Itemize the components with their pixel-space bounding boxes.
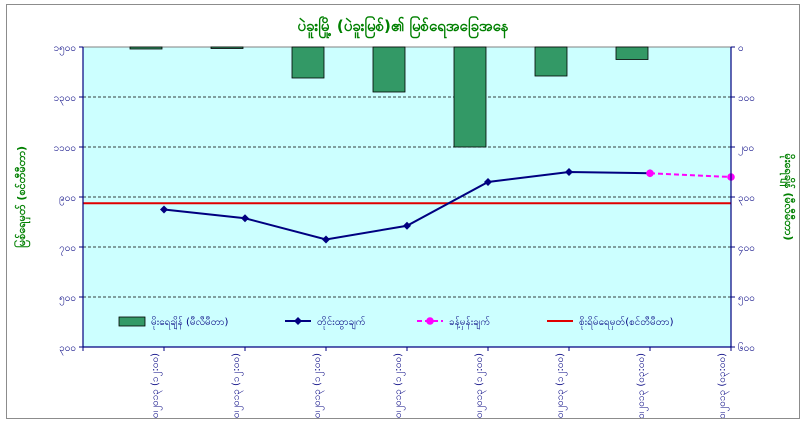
- y-right-tick-label: ၅၀၀: [738, 293, 755, 306]
- x-tick-label: ၄၊၁၀၊၂၀၁၃ (၁၂:၀၀): [150, 353, 163, 418]
- y-left-tick-label: ၃၀၀: [59, 343, 76, 356]
- y-left-tick-label: ၉၀၀: [59, 193, 76, 206]
- legend-marker: [294, 317, 302, 325]
- legend-label: မိုးရေချိန် (မီလီမီတာ): [151, 315, 229, 330]
- legend-marker: [426, 317, 434, 325]
- rainfall-bar: [615, 46, 649, 60]
- x-tick-label: ၇၊၁၀၊၂၀၁၃ (၁၂:၀၀): [393, 353, 406, 418]
- measured-point: [484, 178, 492, 186]
- forecast-point: [646, 169, 654, 178]
- measured-point: [403, 221, 411, 230]
- chart-title: ပဲခူးမြို့ (ပဲခူးမြစ်)၏ မြစ်ရေအခြေအနေ: [297, 15, 508, 39]
- legend: မိုးရေချိန် (မီလီမီတာ) တိုင်းထွာချက် ခန့်မ…: [118, 315, 674, 330]
- x-tick-label: ၁၀၊၁၀၊၂၀၁၃ (၀၃:၀၀): [636, 353, 649, 418]
- y-left-tick-label: ၇၀၀: [59, 243, 76, 256]
- y-right-tick-label: ၂၀၀: [738, 143, 754, 156]
- x-tick-label: ၉၊၁၀၊၂၀၁၃ (၁၂:၀၀): [555, 353, 568, 418]
- chart-svg: ပဲခူးမြို့ (ပဲခူးမြစ်)၏ မြစ်ရေအခြေအနေ ၃၀…: [13, 15, 796, 418]
- chart-frame: ပဲခူးမြို့ (ပဲခူးမြစ်)၏ မြစ်ရေအခြေအနေ ၃၀…: [6, 4, 800, 419]
- legend-label: စိုးရိမ်ရေမှတ်(စင်တီမီတာ): [579, 315, 674, 330]
- y-right-tick-label: ၀: [738, 43, 744, 54]
- measured-point: [565, 168, 573, 176]
- y-right-tick-label: ၆၀၀: [738, 341, 755, 354]
- y-right-tick-label: ၁၀၀: [738, 93, 755, 104]
- rainfall-bar: [210, 46, 244, 49]
- rainfall-bar: [372, 46, 406, 93]
- water-level-lines: [160, 168, 735, 244]
- measured-point: [241, 214, 249, 223]
- legend-swatch-rainfall: [118, 316, 146, 327]
- x-tick-label: ၁၁၊၁၀၊၂၀၁၃ (၀၃:၀၀): [717, 353, 730, 418]
- rainfall-bar: [453, 46, 487, 148]
- y-left-tick-label: ၁၅၀၀: [54, 43, 77, 56]
- y-axis-left-label: မြစ်ရေမှတ် (စင်တီမီတာ): [13, 146, 31, 248]
- rainfall-bar: [534, 46, 568, 77]
- rainfall-bar: [129, 46, 163, 50]
- y-left-tick-label: ၁၁၀၀: [54, 143, 77, 154]
- y-left-tick-label: ၁၃၀၀: [54, 93, 77, 106]
- rainfall-bars: [129, 46, 649, 148]
- x-tick-label: ၆၊၁၀၊၂၀၁၃ (၁၂:၀၀): [310, 353, 325, 418]
- x-tick-label: ၅၊၁၀၊၂၀၁၃ (၁၂:၀၀): [231, 353, 244, 418]
- y-left-tick-label: ၅၀၀: [59, 293, 76, 306]
- gridlines: [83, 96, 731, 298]
- y-right-tick-label: ၄၀၀: [738, 243, 755, 256]
- legend-label: ခန့်မှန်းချက်: [449, 315, 490, 330]
- y-axis-right-label: မိုးရေချိန် (မီလီမီတာ): [779, 154, 796, 241]
- measured-point: [322, 235, 330, 244]
- legend-label: တိုင်းထွာချက်: [317, 315, 366, 330]
- rainfall-bar: [291, 46, 325, 79]
- measured-point: [160, 205, 168, 214]
- forecast-level-line: [649, 172, 732, 178]
- y-right-tick-label: ၃၀၀: [738, 193, 755, 206]
- x-tick-label: ၈၊၁၀၊၂၀၁၃ (၁၂:၀၀): [474, 353, 487, 418]
